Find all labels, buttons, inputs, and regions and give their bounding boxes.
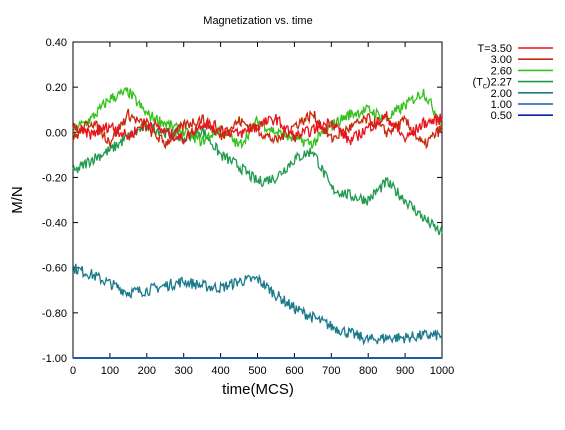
series-line-2-00: [73, 263, 443, 346]
series-line-2-60: [72, 86, 443, 150]
legend-label: T=3.50: [477, 43, 512, 55]
y-tick-label: 0.00: [46, 127, 67, 139]
legend: T=3.503.002.60(Tc)2.272.001.000.50: [473, 43, 553, 122]
y-tick-label: 0.20: [46, 82, 67, 94]
series-line-T3-50: [72, 111, 443, 146]
x-axis: 0 100 200 300 400 500 600 700 800 900 1000: [70, 42, 454, 377]
legend-label: 1.00: [491, 99, 512, 111]
y-tick-label: -1.00: [42, 353, 67, 365]
y-tick-label: -0.20: [42, 172, 67, 184]
y-axis-label: M/N: [9, 186, 26, 214]
y-tick-label: -0.80: [42, 308, 67, 320]
chart-title: Magnetization vs. time: [203, 15, 312, 27]
y-tick-label: -0.40: [42, 218, 67, 230]
legend-label: 0.50: [491, 110, 512, 122]
series-line-3-00: [72, 108, 443, 150]
x-tick-label: 800: [359, 365, 377, 377]
x-tick-label: 600: [285, 365, 303, 377]
x-tick-label: 300: [175, 365, 193, 377]
x-tick-label: 0: [70, 365, 76, 377]
legend-label: 2.00: [491, 88, 512, 100]
x-tick-label: 100: [101, 365, 119, 377]
x-tick-label: 500: [248, 365, 266, 377]
x-tick-label: 1000: [430, 365, 454, 377]
x-axis-label: time(MCS): [222, 381, 294, 398]
x-tick-label: 200: [138, 365, 156, 377]
legend-label: 3.00: [491, 54, 512, 66]
y-tick-label: 0.40: [46, 37, 67, 49]
plot-frame: [72, 41, 443, 359]
x-tick-label: 900: [396, 365, 414, 377]
x-tick-label: 700: [322, 365, 340, 377]
legend-label: 2.60: [491, 65, 512, 77]
series-lines: [72, 86, 443, 359]
x-tick-label: 400: [211, 365, 229, 377]
y-tick-label: -0.60: [42, 263, 67, 275]
y-axis: 0.40 0.20 0.00 -0.20 -0.40 -0.60 -0.80 -1.00: [42, 37, 442, 365]
legend-label: (Tc)2.27: [473, 77, 512, 91]
